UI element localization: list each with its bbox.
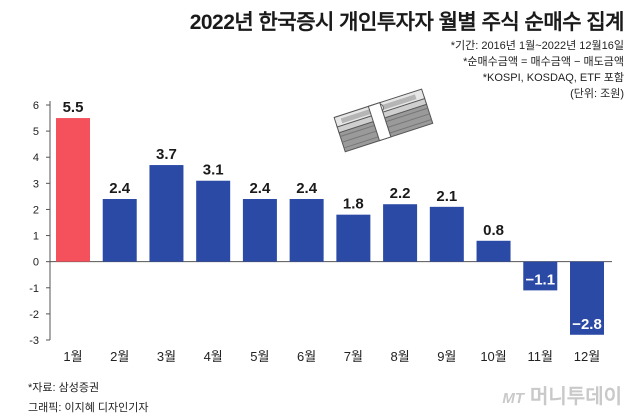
bar — [476, 240, 511, 262]
x-category-label: 2월 — [110, 349, 129, 364]
x-category-label: 11월 — [528, 349, 553, 364]
bar-value-label: 5.5 — [63, 99, 84, 116]
bar — [196, 180, 231, 262]
graphic-credit: 그래픽: 이지혜 디자인기자 — [28, 402, 149, 414]
bar-value-label: −1.1 — [525, 271, 555, 288]
x-category-label: 10월 — [480, 349, 506, 364]
source-text: *자료: 삼성증권 — [28, 382, 100, 394]
bar — [149, 165, 184, 262]
money-stack-icon — [333, 88, 434, 153]
note-scope: *KOSPI, KOSDAQ, ETF 포함 — [482, 72, 624, 84]
x-category-label: 12월 — [574, 349, 600, 364]
watermark-brand: 머니투데이 — [530, 386, 622, 408]
bar — [289, 199, 324, 262]
note-formula: *순매수금액 = 매수금액 − 매도금액 — [463, 56, 624, 68]
x-category-label: 8월 — [390, 349, 409, 364]
note-unit: (단위: 조원) — [570, 88, 624, 100]
y-tick-label: 1 — [33, 231, 39, 243]
y-tick-label: -1 — [29, 283, 39, 295]
y-tick-label: 6 — [33, 100, 39, 112]
x-category-label: 4월 — [204, 349, 223, 364]
bar — [336, 214, 371, 262]
bar-value-label: 2.2 — [390, 185, 411, 202]
x-category-label: 1월 — [63, 349, 82, 364]
x-category-label: 5월 — [250, 349, 269, 364]
bar — [56, 118, 90, 262]
chart-title: 2022년 한국증시 개인투자자 월별 주식 순매수 집계 — [189, 11, 625, 34]
y-tick-label: -2 — [29, 309, 39, 321]
brand-watermark: MT 머니투데이 — [502, 380, 622, 409]
bar-value-label: 2.4 — [109, 180, 131, 197]
bar — [102, 199, 137, 262]
y-tick-label: -3 — [29, 335, 39, 347]
y-tick-label: 3 — [33, 178, 39, 190]
y-tick-label: 5 — [33, 126, 39, 138]
bar-value-label: 3.7 — [156, 146, 177, 163]
bar-value-label: 2.4 — [249, 180, 271, 197]
bar-value-label: 3.1 — [203, 162, 224, 179]
chart-notes: *기간: 2016년 1월~2022년 12월16일 *순매수금액 = 매수금액… — [451, 38, 624, 102]
x-category-label: 3월 — [157, 349, 176, 364]
x-category-label: 7월 — [344, 349, 363, 364]
bar — [242, 199, 277, 262]
bar-value-label: 1.8 — [343, 196, 364, 213]
bar-value-label: −2.8 — [572, 316, 602, 333]
x-category-label: 6월 — [297, 349, 316, 364]
note-period: *기간: 2016년 1월~2022년 12월16일 — [450, 40, 624, 52]
bar — [383, 204, 418, 262]
watermark-mt: MT — [502, 390, 524, 407]
bar — [429, 206, 464, 262]
bar-value-label: 2.4 — [296, 180, 318, 197]
bar-value-label: 0.8 — [483, 222, 504, 239]
chart-footer: *자료: 삼성증권 그래픽: 이지혜 디자인기자 — [28, 378, 149, 418]
y-tick-label: 0 — [33, 257, 39, 269]
bar — [523, 261, 558, 291]
bar — [570, 261, 604, 335]
x-category-label: 9월 — [437, 349, 456, 364]
y-tick-label: 2 — [33, 204, 39, 216]
y-tick-label: 4 — [33, 152, 39, 164]
bar-value-label: 2.1 — [436, 188, 457, 205]
